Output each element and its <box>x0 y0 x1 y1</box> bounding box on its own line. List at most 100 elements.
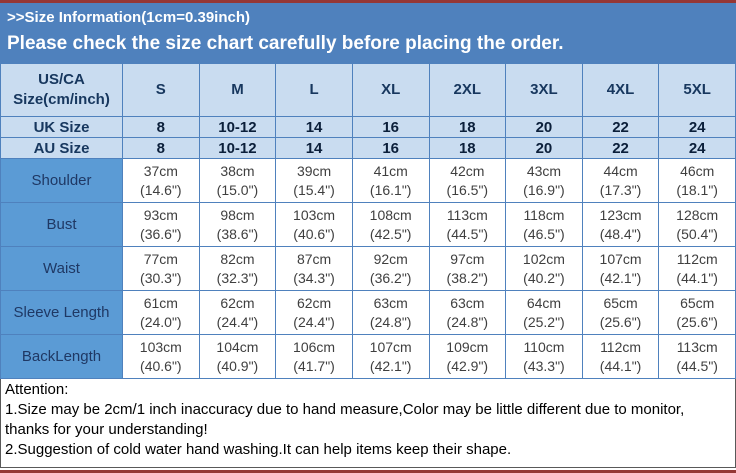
measurement-cm: 41cm <box>373 162 408 179</box>
measurement-cell: 87cm (34.3") <box>275 246 353 291</box>
measurement-cell: 44cm (17.3") <box>581 158 660 203</box>
banner-title: >>Size Information(1cm=0.39inch) <box>7 9 250 26</box>
column-header-xl: XL <box>351 63 430 117</box>
measurement-cm: 46cm <box>680 162 715 179</box>
measurement-cell: 39cm (15.4") <box>275 158 353 203</box>
measurement-inch: (34.3") <box>293 269 335 286</box>
measurement-cm: 112cm <box>676 250 718 267</box>
measurement-inch: (38.6") <box>216 225 259 242</box>
measurement-cm: 37cm <box>143 162 178 179</box>
measurement-inch: (40.6") <box>140 357 182 374</box>
header-row: US/CA Size(cm/inch) S M L XL 2XL 3XL 4XL 5XL <box>0 63 736 117</box>
measurement-cell: 109cm (42.9") <box>428 334 507 379</box>
measurement-cm: 110cm <box>523 338 565 355</box>
size-info-banner: >>Size Information(1cm=0.39inch) Please … <box>0 3 736 63</box>
size-row-uk-size: UK Size 8 10-12 14 16 18 20 22 24 <box>0 116 736 138</box>
measurement-cm: 44cm <box>603 162 638 179</box>
size-value-cell: 18 <box>428 116 507 138</box>
measurement-inch: (18.1") <box>676 181 718 198</box>
measurement-cell: 61cm (24.0") <box>122 290 200 335</box>
measurement-cell: 42cm (16.5") <box>428 158 507 203</box>
measurement-cm: 42cm <box>450 162 485 179</box>
size-value-cell: 16 <box>351 116 430 138</box>
bottom-accent-line <box>0 470 736 473</box>
measurement-cm: 107cm <box>369 338 412 355</box>
measurement-inch: (44.1") <box>676 269 718 286</box>
size-value-cell: 8 <box>122 116 200 138</box>
measurement-inch: (42.1") <box>599 269 642 286</box>
measurement-cm: 64cm <box>526 294 562 311</box>
measurement-cell: 107cm (42.1") <box>351 334 430 379</box>
measurement-inch: (40.6") <box>293 225 335 242</box>
measurement-cm: 39cm <box>296 162 332 179</box>
measurement-row-waist: Waist 77cm (30.3") 82cm (32.3") 87cm (34.3") 92… <box>0 246 736 291</box>
measurement-inch: (15.4") <box>293 181 335 198</box>
measurement-cm: 92cm <box>373 250 408 267</box>
row-label: AU Size <box>0 137 123 159</box>
size-value-cell: 8 <box>122 137 200 159</box>
column-header-4xl: 4XL <box>581 63 660 117</box>
measurement-cell: 62cm (24.4") <box>275 290 353 335</box>
attention-notes: Attention: 1.Size may be 2cm/1 inch inac… <box>0 379 736 468</box>
measurement-inch: (16.5") <box>446 181 489 198</box>
measurement-cm: 113cm <box>446 206 488 223</box>
measurement-cell: 113cm (44.5") <box>658 334 736 379</box>
measurement-cm: 65cm <box>680 294 715 311</box>
measurement-inch: (48.4") <box>599 225 642 242</box>
top-accent-line <box>0 0 736 3</box>
measurement-cell: 41cm (16.1") <box>351 158 430 203</box>
column-header-l: L <box>275 63 353 117</box>
column-header-s: S <box>122 63 200 117</box>
measurement-inch: (38.2") <box>446 269 489 286</box>
measurement-inch: (15.0") <box>216 181 259 198</box>
measurement-cm: 61cm <box>143 294 178 311</box>
size-value-cell: 16 <box>351 137 430 159</box>
measurement-cell: 107cm (42.1") <box>581 246 660 291</box>
measurement-cell: 118cm (46.5") <box>505 202 583 247</box>
measurement-inch: (43.3") <box>523 357 565 374</box>
measurement-cm: 128cm <box>676 206 719 223</box>
measurement-inch: (30.3") <box>140 269 182 286</box>
row-label: Sleeve Length <box>0 290 123 335</box>
measurement-cell: 103cm (40.6") <box>122 334 200 379</box>
size-value-cell: 10-12 <box>198 137 277 159</box>
measurement-cell: 77cm (30.3") <box>122 246 200 291</box>
measurement-cell: 113cm (44.5") <box>428 202 507 247</box>
note-line-2: 2.Suggestion of cold water hand washing.… <box>5 441 512 458</box>
measurement-cell: 123cm (48.4") <box>581 202 660 247</box>
measurement-row-bust: Bust 93cm (36.6") 98cm (38.6") 103cm (40.6") 10… <box>0 202 736 247</box>
measurement-cell: 97cm (38.2") <box>428 246 507 291</box>
column-header-5xl: 5XL <box>658 63 736 117</box>
size-row-au-size: AU Size 8 10-12 14 16 18 20 22 24 <box>0 137 736 159</box>
size-value-cell: 20 <box>505 137 583 159</box>
measurement-cell: 62cm (24.4") <box>198 290 277 335</box>
size-chart-table: US/CA Size(cm/inch) S M L XL 2XL 3XL 4XL 5XL UK… <box>0 63 736 379</box>
measurement-cell: 43cm (16.9") <box>505 158 583 203</box>
size-chart-header: US/CA Size(cm/inch) S M L XL 2XL 3XL 4XL 5XL <box>0 63 736 117</box>
size-value-cell: 10-12 <box>198 116 277 138</box>
banner-warning-subtitle: Please check the size chart carefully be… <box>7 33 564 54</box>
measurement-cell: 63cm (24.8") <box>428 290 507 335</box>
measurement-cm: 77cm <box>143 250 178 267</box>
measurement-cm: 113cm <box>676 338 718 355</box>
measurement-inch: (25.2") <box>523 313 565 330</box>
measurement-cm: 118cm <box>523 206 565 223</box>
measurement-cm: 38cm <box>220 162 255 179</box>
size-value-cell: 22 <box>581 116 660 138</box>
measurement-inch: (25.6") <box>599 313 642 330</box>
measurement-cm: 63cm <box>373 294 408 311</box>
measurement-inch: (24.0") <box>140 313 182 330</box>
measurement-cm: 62cm <box>220 294 255 311</box>
measurement-cm: 87cm <box>296 250 332 267</box>
row-label: UK Size <box>0 116 123 138</box>
measurement-inch: (24.4") <box>216 313 259 330</box>
size-value-cell: 18 <box>428 137 507 159</box>
measurement-cm: 109cm <box>446 338 489 355</box>
bottom-gap <box>0 468 736 470</box>
size-value-cell: 14 <box>275 137 353 159</box>
measurement-row-sleeve-length: Sleeve Length 61cm (24.0") 62cm (24.4") 62cm (… <box>0 290 736 335</box>
measurement-cell: 46cm (18.1") <box>658 158 736 203</box>
measurement-cell: 102cm (40.2") <box>505 246 583 291</box>
measurement-cell: 108cm (42.5") <box>351 202 430 247</box>
measurement-cell: 38cm (15.0") <box>198 158 277 203</box>
